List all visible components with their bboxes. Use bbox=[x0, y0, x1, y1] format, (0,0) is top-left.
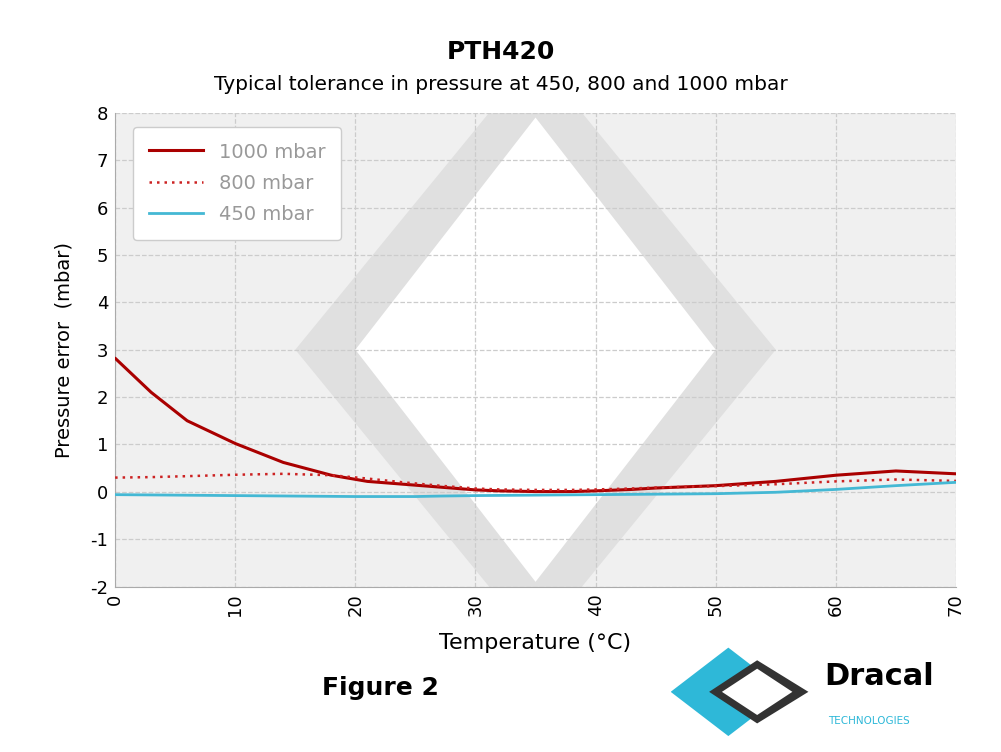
Polygon shape bbox=[367, 137, 704, 562]
X-axis label: Temperature (°C): Temperature (°C) bbox=[439, 633, 632, 653]
Polygon shape bbox=[355, 117, 716, 582]
Y-axis label: Pressure error  (mbar): Pressure error (mbar) bbox=[54, 241, 73, 458]
Text: Figure 2: Figure 2 bbox=[322, 676, 438, 700]
Text: PTH420: PTH420 bbox=[446, 40, 555, 64]
Text: Typical tolerance in pressure at 450, 800 and 1000 mbar: Typical tolerance in pressure at 450, 80… bbox=[213, 75, 788, 94]
Text: TECHNOLOGIES: TECHNOLOGIES bbox=[828, 717, 909, 726]
Polygon shape bbox=[337, 94, 734, 605]
Polygon shape bbox=[722, 669, 793, 715]
Polygon shape bbox=[295, 56, 776, 644]
Polygon shape bbox=[709, 660, 809, 723]
Polygon shape bbox=[671, 647, 786, 736]
Legend: 1000 mbar, 800 mbar, 450 mbar: 1000 mbar, 800 mbar, 450 mbar bbox=[133, 127, 341, 240]
Text: Dracal: Dracal bbox=[825, 662, 934, 690]
